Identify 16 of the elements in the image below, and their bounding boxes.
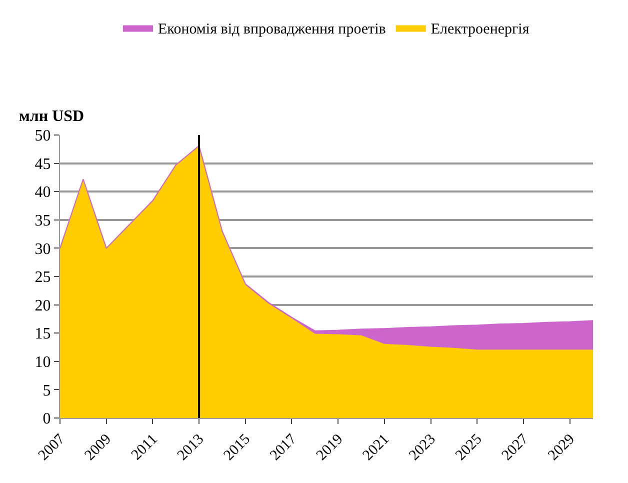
y-tick-label: 10 <box>34 354 51 371</box>
y-tick-label: 30 <box>34 240 51 258</box>
y-tick-label: 20 <box>34 297 51 314</box>
y-tick-label: 50 <box>34 128 51 145</box>
y-tick-label: 15 <box>34 326 51 343</box>
y-tick-label: 0 <box>42 410 51 428</box>
y-tick-label: 35 <box>34 212 51 230</box>
y-tick-label: 45 <box>34 156 51 173</box>
legend-label: Економія від впровадження проетів <box>158 22 386 38</box>
y-tick-label: 5 <box>42 382 51 400</box>
legend-label: Електроенергія <box>430 22 530 38</box>
y-tick-label: 25 <box>34 269 51 286</box>
x-tick-label: 2011 <box>128 431 161 464</box>
x-tick-label: 2021 <box>360 431 393 464</box>
y-tick-label: 40 <box>34 184 51 202</box>
y-axis-title: млн USD <box>19 108 84 125</box>
